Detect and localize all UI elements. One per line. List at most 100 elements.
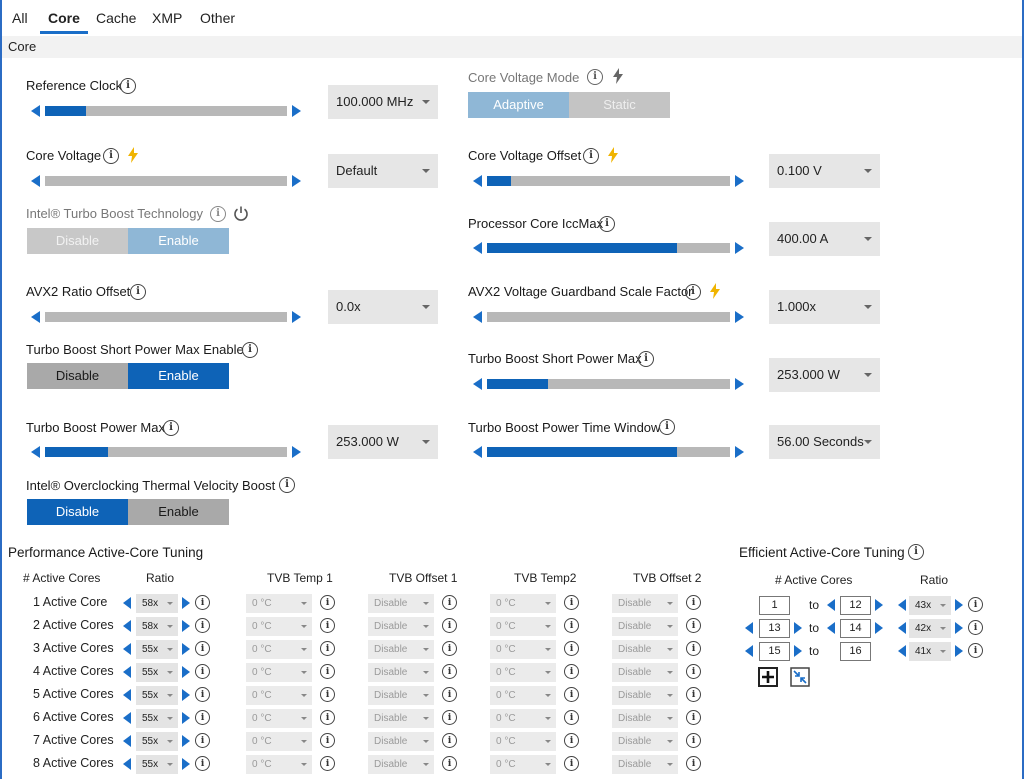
eff-ratio-increase-icon[interactable] (955, 599, 963, 611)
eff-ratio-dropdown[interactable]: 41x (909, 642, 951, 661)
perf-offset1-info-icon[interactable]: i (442, 618, 457, 633)
eff-ratio-decrease-icon[interactable] (898, 599, 906, 611)
eff-to-input[interactable]: 14 (840, 619, 871, 638)
slider-decrease-icon[interactable] (31, 446, 40, 458)
eff-to-input[interactable]: 12 (840, 596, 871, 615)
perf-temp1-info-icon[interactable]: i (320, 687, 335, 702)
perf-temp2-info-icon[interactable]: i (564, 710, 579, 725)
perf-temp1-info-icon[interactable]: i (320, 756, 335, 771)
slider-decrease-icon[interactable] (31, 175, 40, 187)
eff-ratio-info-icon[interactable]: i (968, 620, 983, 635)
eff-to-decrease-icon[interactable] (827, 622, 835, 634)
short-power-max-info-icon[interactable]: i (638, 351, 654, 367)
perf-offset2-info-icon[interactable]: i (686, 756, 701, 771)
slider-increase-icon[interactable] (292, 311, 301, 323)
ratio-decrease-icon[interactable] (123, 643, 131, 655)
core-voltage-dropdown[interactable]: Default (328, 154, 438, 188)
slider-increase-icon[interactable] (735, 242, 744, 254)
perf-offset1-dropdown[interactable]: Disable (368, 709, 434, 728)
eff-ratio-dropdown[interactable]: 43x (909, 596, 951, 615)
power-time-window-slider[interactable] (473, 445, 744, 459)
ratio-decrease-icon[interactable] (123, 758, 131, 770)
iccmax-info-icon[interactable]: i (599, 216, 615, 232)
perf-temp1-dropdown[interactable]: 0 °C (246, 732, 312, 751)
power-max-slider[interactable] (31, 445, 301, 459)
core-voltage-info-icon[interactable]: i (103, 148, 119, 164)
perf-offset1-dropdown[interactable]: Disable (368, 617, 434, 636)
perf-offset1-dropdown[interactable]: Disable (368, 732, 434, 751)
eff-ratio-decrease-icon[interactable] (898, 622, 906, 634)
slider-track[interactable] (487, 176, 730, 186)
eff-from-increase-icon[interactable] (794, 622, 802, 634)
power-max-info-icon[interactable]: i (163, 420, 179, 436)
tvb-info-icon[interactable]: i (279, 477, 295, 493)
collapse-range-button[interactable] (790, 667, 810, 687)
slider-decrease-icon[interactable] (31, 311, 40, 323)
avx2-guardband-info-icon[interactable]: i (685, 284, 701, 300)
ratio-increase-icon[interactable] (182, 597, 190, 609)
perf-temp2-dropdown[interactable]: 0 °C (490, 663, 556, 682)
tvb-disable-option[interactable]: Disable (27, 499, 128, 525)
slider-increase-icon[interactable] (735, 311, 744, 323)
perf-offset2-info-icon[interactable]: i (686, 641, 701, 656)
ratio-increase-icon[interactable] (182, 758, 190, 770)
perf-ratio-dropdown[interactable]: 55x (136, 732, 178, 751)
perf-temp2-info-icon[interactable]: i (564, 664, 579, 679)
perf-ratio-dropdown[interactable]: 58x (136, 617, 178, 636)
tab-cache[interactable]: Cache (96, 10, 137, 26)
perf-ratio-dropdown[interactable]: 55x (136, 663, 178, 682)
perf-temp1-info-icon[interactable]: i (320, 733, 335, 748)
eff-ratio-info-icon[interactable]: i (968, 643, 983, 658)
turbo-boost-tech-enable-option[interactable]: Enable (128, 228, 229, 254)
tvb-enable-option[interactable]: Enable (128, 499, 229, 525)
perf-ratio-dropdown[interactable]: 55x (136, 755, 178, 774)
perf-temp2-info-icon[interactable]: i (564, 756, 579, 771)
slider-track[interactable] (45, 106, 287, 116)
perf-temp1-dropdown[interactable]: 0 °C (246, 663, 312, 682)
perf-ratio-info-icon[interactable]: i (195, 618, 210, 633)
eff-ratio-decrease-icon[interactable] (898, 645, 906, 657)
reference-clock-info-icon[interactable]: i (120, 78, 136, 94)
perf-offset1-dropdown[interactable]: Disable (368, 755, 434, 774)
static-option[interactable]: Static (569, 92, 670, 118)
slider-increase-icon[interactable] (735, 446, 744, 458)
core-voltage-offset-info-icon[interactable]: i (583, 148, 599, 164)
perf-ratio-info-icon[interactable]: i (195, 733, 210, 748)
slider-decrease-icon[interactable] (31, 105, 40, 117)
power-time-window-info-icon[interactable]: i (659, 419, 675, 435)
slider-track[interactable] (45, 447, 287, 457)
perf-offset2-info-icon[interactable]: i (686, 687, 701, 702)
slider-decrease-icon[interactable] (473, 446, 482, 458)
eff-from-increase-icon[interactable] (794, 645, 802, 657)
iccmax-dropdown[interactable]: 400.00 A (769, 222, 880, 256)
perf-offset2-dropdown[interactable]: Disable (612, 663, 678, 682)
perf-temp2-info-icon[interactable]: i (564, 595, 579, 610)
slider-track[interactable] (45, 312, 287, 322)
perf-temp2-info-icon[interactable]: i (564, 618, 579, 633)
perf-temp2-info-icon[interactable]: i (564, 687, 579, 702)
eff-ratio-increase-icon[interactable] (955, 622, 963, 634)
avx2-guardband-slider[interactable] (473, 310, 744, 324)
perf-temp2-dropdown[interactable]: 0 °C (490, 617, 556, 636)
perf-offset2-dropdown[interactable]: Disable (612, 640, 678, 659)
eff-from-input[interactable]: 15 (759, 642, 790, 661)
ratio-decrease-icon[interactable] (123, 666, 131, 678)
ratio-decrease-icon[interactable] (123, 620, 131, 632)
add-range-button[interactable] (758, 667, 778, 687)
perf-ratio-info-icon[interactable]: i (195, 756, 210, 771)
ratio-decrease-icon[interactable] (123, 712, 131, 724)
slider-decrease-icon[interactable] (473, 242, 482, 254)
perf-temp1-info-icon[interactable]: i (320, 641, 335, 656)
ratio-decrease-icon[interactable] (123, 597, 131, 609)
turbo-boost-tech-info-icon[interactable]: i (210, 206, 226, 222)
perf-temp1-info-icon[interactable]: i (320, 664, 335, 679)
perf-temp2-dropdown[interactable]: 0 °C (490, 755, 556, 774)
perf-offset1-info-icon[interactable]: i (442, 664, 457, 679)
tab-other[interactable]: Other (200, 10, 236, 26)
iccmax-slider[interactable] (473, 241, 744, 255)
perf-offset2-dropdown[interactable]: Disable (612, 709, 678, 728)
perf-offset2-info-icon[interactable]: i (686, 664, 701, 679)
slider-decrease-icon[interactable] (473, 175, 482, 187)
perf-temp1-dropdown[interactable]: 0 °C (246, 686, 312, 705)
ratio-increase-icon[interactable] (182, 666, 190, 678)
